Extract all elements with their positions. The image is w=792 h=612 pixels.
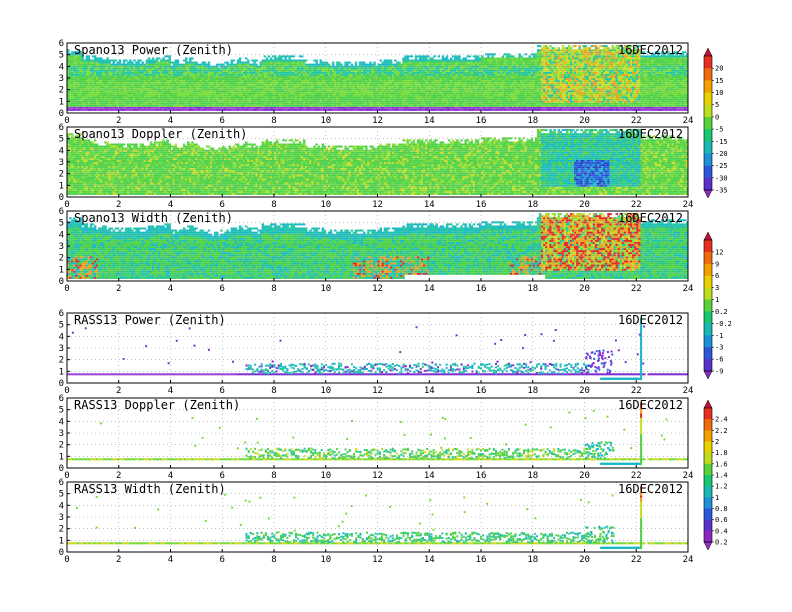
heat-cell [340, 64, 342, 66]
heat-cell [369, 62, 371, 64]
heat-cell [100, 57, 102, 59]
heat-cell [231, 62, 233, 64]
heat-cell [351, 64, 353, 66]
heat-cell [301, 55, 303, 57]
heat-cell [88, 57, 90, 59]
heat-cell [156, 60, 158, 62]
heat-cell [433, 55, 435, 57]
heat-cell [349, 62, 351, 64]
heat-cell [380, 60, 382, 62]
heat-cell [326, 62, 328, 64]
heat-cell [284, 57, 286, 59]
heat-cell [373, 64, 375, 66]
heat-cell [148, 57, 150, 59]
heat-cell [446, 57, 448, 59]
heat-cell [373, 62, 375, 64]
heat-cell [305, 60, 307, 62]
heat-cell [222, 64, 224, 66]
heat-cell [332, 62, 334, 64]
heat-cell [247, 60, 249, 62]
heat-cell [328, 64, 330, 66]
heat-cell [363, 62, 365, 64]
heat-cell [119, 62, 121, 64]
heat-cell [411, 55, 413, 57]
heat-cell [113, 62, 115, 64]
heat-cell [458, 55, 460, 57]
heat-cell [208, 64, 210, 66]
heat-cell [355, 64, 357, 66]
heat-cell [81, 57, 83, 59]
heat-cell [464, 57, 466, 59]
heat-cell [332, 64, 334, 66]
heat-cell [446, 55, 448, 57]
heat-cell [216, 66, 218, 68]
heat-cell [338, 62, 340, 64]
heat-cell [226, 62, 228, 64]
heat-cell [270, 57, 272, 59]
heat-cell [177, 62, 179, 64]
heat-cell [158, 57, 160, 59]
heat-cell [245, 57, 247, 59]
heat-cell [162, 57, 164, 59]
heat-cell [191, 57, 193, 59]
heat-cell [438, 55, 440, 57]
heat-cell [280, 57, 282, 59]
heat-cell [189, 60, 191, 62]
heat-cell [315, 62, 317, 64]
heat-cell [477, 55, 479, 57]
heat-cell [406, 57, 408, 59]
heat-cell [115, 60, 117, 62]
heat-cell [390, 60, 392, 62]
heat-cell [233, 60, 235, 62]
heat-cell [133, 60, 135, 62]
heat-cell [274, 55, 276, 57]
heat-cell [469, 55, 471, 57]
heat-cell [208, 62, 210, 64]
heat-cell [137, 62, 139, 64]
heat-cell [394, 60, 396, 62]
heat-cell [266, 57, 268, 59]
heat-cell [255, 64, 257, 66]
heat-cell [390, 62, 392, 64]
heat-cell [119, 60, 121, 62]
heat-cell [320, 60, 322, 62]
heat-cell [131, 62, 133, 64]
heat-cell [239, 60, 241, 62]
heat-cell [288, 57, 290, 59]
heat-cell [139, 60, 141, 62]
heat-cell [355, 62, 357, 64]
heat-cell [268, 55, 270, 57]
heat-cell [450, 57, 452, 59]
heat-cell [108, 62, 110, 64]
heat-cell [177, 60, 179, 62]
heat-cell [185, 57, 187, 59]
heat-cell [425, 57, 427, 59]
heat-cell [204, 62, 206, 64]
heat-cell [106, 57, 108, 59]
heat-cell [253, 62, 255, 64]
heat-cell [152, 57, 154, 59]
heat-cell [255, 60, 257, 62]
heat-cell [142, 62, 144, 64]
heat-cell [293, 55, 295, 57]
heat-cell [303, 62, 305, 64]
heat-cell [239, 57, 241, 59]
heat-cell [415, 57, 417, 59]
heat-cell [195, 62, 197, 64]
heat-cell [129, 60, 131, 62]
heat-cell [346, 64, 348, 66]
heat-cell [458, 57, 460, 59]
heat-cell [431, 57, 433, 59]
heat-cell [247, 62, 249, 64]
heat-cell [123, 62, 125, 64]
heat-cell [125, 60, 127, 62]
heat-cell [398, 62, 400, 64]
heat-cell [185, 60, 187, 62]
heat-cell [315, 60, 317, 62]
heat-cell [442, 55, 444, 57]
heat-cell [264, 55, 266, 57]
